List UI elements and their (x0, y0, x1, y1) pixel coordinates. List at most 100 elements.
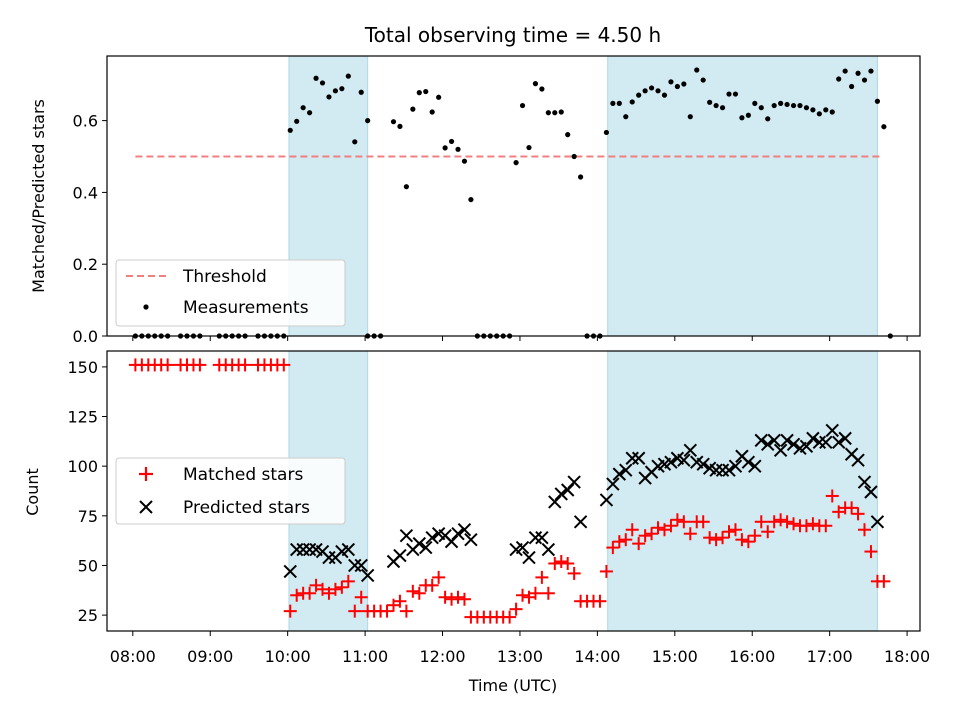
predicted-star-point (457, 523, 472, 537)
predicted-star-point (754, 433, 768, 448)
matched-star-point (554, 554, 568, 568)
predicted-star-point (838, 431, 852, 446)
measurement-point (681, 81, 687, 87)
measurement-point (448, 138, 455, 145)
measurement-point (700, 77, 706, 83)
matched-star-point (774, 513, 788, 527)
ratio-panel-frame (106, 55, 921, 337)
legend-matched-swatch (139, 467, 153, 481)
predicted-star-point (812, 435, 827, 450)
matched-star-point (341, 574, 355, 588)
predicted-star-point (825, 423, 839, 438)
matched-star-point (767, 515, 781, 529)
x-axis-label: Time (UTC) (468, 676, 557, 695)
count-y-tick-label: 150 (67, 358, 98, 377)
predicted-star-point (870, 515, 885, 529)
predicted-star-point (677, 453, 691, 467)
measurement-point (287, 127, 293, 133)
measurement-point (339, 86, 345, 92)
matched-star-point (457, 592, 471, 606)
x-tick-label: 18:00 (884, 647, 930, 666)
ratio-panel: 0.0 0.2 0.4 0.6 Matched/Predicted stars Thr… (29, 55, 921, 346)
matched-star-point (716, 531, 730, 545)
x-tick-label: 15:00 (652, 647, 698, 666)
predicted-star-point (393, 548, 407, 563)
predicted-star-point (606, 477, 620, 491)
measurement-point (829, 109, 835, 115)
count-panel: 25 50 75 100 125 150 08:00 09:00 10:00 11:00 12:0… (23, 350, 930, 695)
matched-star-point (683, 527, 697, 541)
predicted-star-point (625, 451, 639, 465)
matched-star-point (548, 556, 562, 570)
count-legend: Matched stars Predicted stars (115, 457, 346, 525)
measurement-point (461, 158, 468, 164)
matched-star-point (445, 592, 459, 606)
predicted-star-point (773, 443, 788, 457)
measurement-point (752, 100, 758, 106)
measurement-point (526, 144, 532, 151)
predicted-star-point (289, 542, 304, 557)
measurement-point (603, 129, 610, 136)
measurement-point (578, 174, 584, 180)
predicted-star-point (715, 463, 730, 477)
matched-star-point (787, 517, 801, 531)
ratio-y-tick-label: 0.2 (73, 255, 98, 274)
measurement-point (861, 77, 868, 83)
predicted-star-point (573, 515, 588, 529)
matched-star-point (335, 580, 349, 594)
matched-star-point (406, 584, 420, 598)
matched-star-point (509, 602, 523, 616)
measurement-point (803, 105, 810, 111)
ratio-shaded-region-1 (607, 55, 878, 337)
predicted-star-point (444, 534, 459, 549)
matched-star-point (780, 515, 794, 529)
measurement-point (623, 114, 629, 120)
measurement-point (648, 85, 655, 91)
x-tick-label: 12:00 (419, 647, 465, 666)
measurement-point (855, 70, 861, 76)
measurement-point (810, 107, 816, 113)
matched-star-point (819, 519, 833, 533)
matched-star-point (348, 604, 362, 618)
predicted-star-point (664, 455, 678, 469)
matched-star-point (567, 566, 581, 580)
matched-star-point (399, 604, 413, 618)
matched-star-point (277, 358, 291, 372)
matched-star-point (328, 582, 342, 596)
matched-star-point (393, 594, 407, 608)
matched-star-point (541, 586, 555, 600)
measurement-point (655, 88, 661, 94)
matched-star-point (193, 358, 207, 372)
predicted-star-point (599, 493, 614, 507)
matched-star-point (380, 604, 394, 618)
matched-star-point (845, 501, 859, 515)
predicted-star-point (567, 475, 581, 489)
matched-star-point (703, 531, 717, 545)
matched-star-point (877, 574, 891, 588)
predicted-star-point (296, 542, 310, 557)
chart-title: Total observing time = 4.50 h (364, 23, 661, 47)
predicted-star-point (322, 550, 336, 565)
predicted-star-point (412, 536, 427, 551)
measurement-point (313, 75, 319, 81)
measurement-point (332, 88, 339, 94)
predicted-star-point (741, 455, 756, 469)
measurement-point (778, 100, 784, 106)
matched-star-point (851, 507, 865, 521)
predicted-star-point (631, 451, 646, 465)
predicted-star-point (399, 528, 414, 543)
count-shaded-region-1 (607, 350, 878, 632)
legend-threshold-label: Threshold (182, 267, 267, 287)
count-y-tick-label: 50 (78, 556, 98, 575)
measurement-point (687, 114, 693, 120)
measurement-point (423, 88, 429, 95)
matched-star-point (161, 358, 175, 372)
measurement-point (319, 80, 326, 86)
predicted-star-point (728, 459, 743, 473)
predicted-star-point (683, 443, 698, 457)
matched-star-point (503, 610, 517, 624)
count-y-tick-label: 125 (67, 408, 98, 427)
matched-star-point (432, 570, 446, 584)
predicted-star-point (748, 459, 762, 473)
matched-star-point (606, 541, 620, 555)
